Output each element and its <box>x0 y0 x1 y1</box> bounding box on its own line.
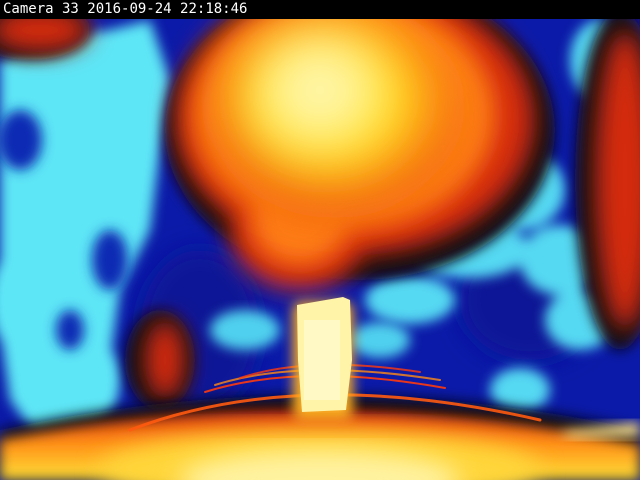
exhaust-stack <box>293 297 353 420</box>
osd-timestamp-bar: Camera 33 2016-09-24 22:18:46 <box>0 0 640 19</box>
cyan-cloud-center <box>210 310 410 358</box>
time-label: 22:18:46 <box>180 1 248 17</box>
rooftop <box>0 395 640 480</box>
osd-timestamp: Camera 33 2016-09-24 22:18:46 <box>3 0 247 19</box>
plume-core <box>210 5 460 215</box>
cold-patches-left <box>0 110 128 350</box>
date-label: 2016-09-24 <box>87 1 172 17</box>
camera-label: Camera 33 <box>3 1 79 17</box>
cyan-cloud-left <box>0 20 170 440</box>
